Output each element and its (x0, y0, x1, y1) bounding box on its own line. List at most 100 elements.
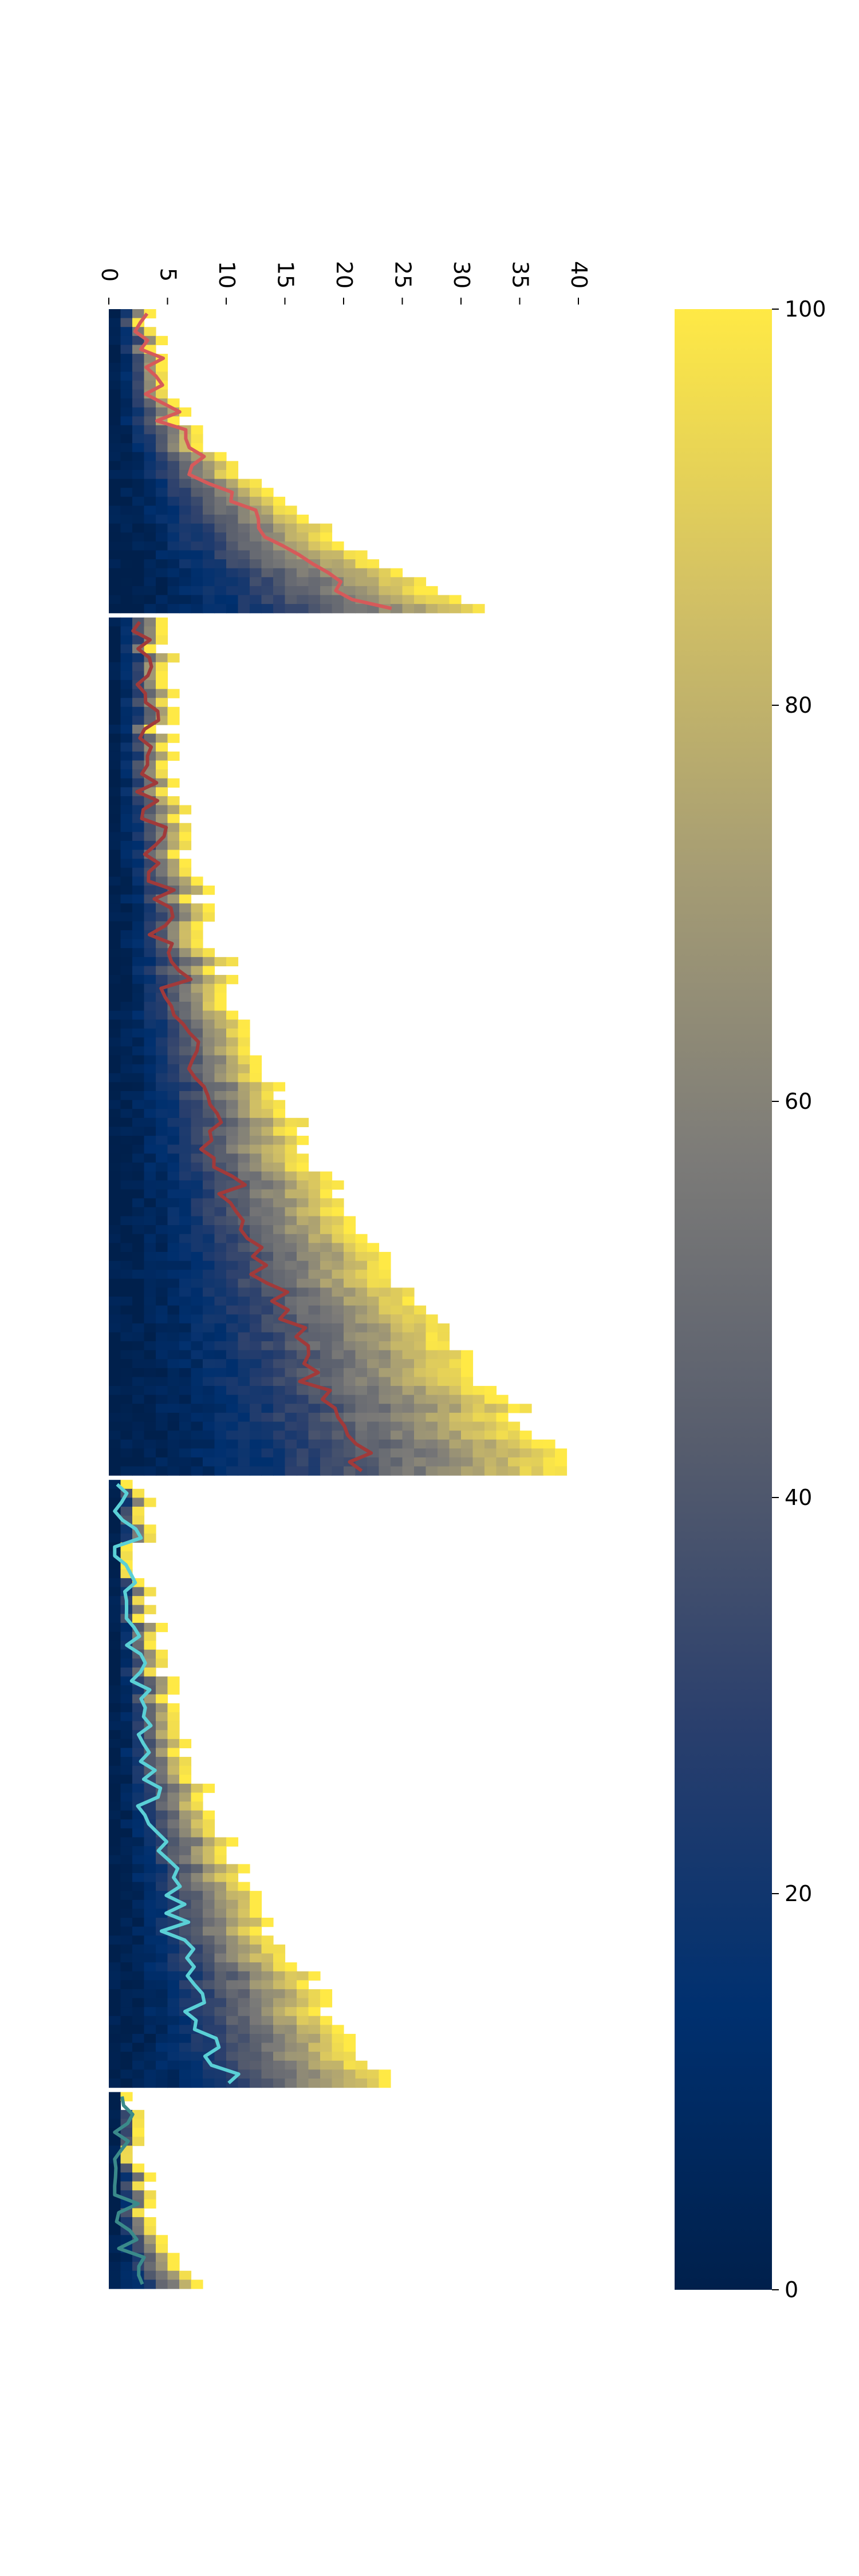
heatmap-cell (179, 1810, 192, 1820)
heatmap-cell (167, 1305, 180, 1315)
heatmap-cell (156, 1748, 168, 1757)
heatmap-cell (109, 1765, 121, 1775)
heatmap-cell (332, 1243, 344, 1253)
heatmap-cell (167, 2078, 180, 2088)
heatmap-cell (226, 1882, 239, 1891)
line-group-2 (131, 621, 373, 1472)
heatmap-cell (226, 604, 239, 614)
heatmap-cell (144, 966, 156, 975)
heatmap-cell (109, 309, 121, 319)
heatmap-cell (308, 541, 321, 551)
heatmap-cell (308, 1270, 321, 1279)
heatmap-cell (144, 1198, 156, 1208)
heatmap-cell (261, 515, 274, 524)
heatmap-cell (214, 541, 227, 551)
heatmap-cell (167, 2262, 180, 2271)
heatmap-cell (238, 1082, 250, 1092)
heatmap-cell (120, 1909, 133, 1918)
heatmap-cell (191, 1153, 203, 1163)
heatmap-cell (226, 1891, 239, 1901)
heatmap-cell (226, 1368, 239, 1378)
heatmap-cell (238, 1198, 250, 1208)
heatmap-cell (144, 496, 156, 506)
heatmap-cell (402, 1359, 415, 1369)
heatmap-cell (167, 452, 180, 461)
heatmap-cell (144, 885, 156, 895)
heatmap-cell (214, 1278, 227, 1288)
heatmap-cell (167, 1091, 180, 1101)
heatmap-cell (132, 635, 145, 645)
heatmap-cell (414, 577, 427, 587)
heatmap-cell (144, 2078, 156, 2088)
heatmap-cell (156, 1055, 168, 1065)
heatmap-cell (191, 912, 203, 922)
heatmap-cell (167, 805, 180, 815)
heatmap-cell (109, 1757, 121, 1767)
heatmap-cell (191, 595, 203, 605)
heatmap-cell (238, 1270, 250, 1279)
heatmap-cell (144, 2253, 156, 2262)
heatmap-cell (179, 1261, 192, 1270)
heatmap-cell (132, 380, 145, 390)
heatmap-cell (308, 532, 321, 542)
heatmap-cell (120, 1757, 133, 1767)
heatmap-cell (191, 1064, 203, 1074)
heatmap-cell (120, 1297, 133, 1306)
heatmap-cell (132, 2128, 145, 2138)
heatmap-cell (167, 1243, 180, 1253)
heatmap-cell (179, 604, 192, 614)
heatmap-cell (425, 586, 438, 596)
heatmap-cell (461, 1412, 474, 1423)
heatmap-cell (285, 568, 297, 578)
heatmap-cell (308, 586, 321, 596)
heatmap-cell (179, 515, 192, 524)
heatmap-cell (109, 380, 121, 390)
heatmap-cell (109, 461, 121, 471)
heatmap-cell (109, 1377, 121, 1386)
heatmap-cell (297, 1431, 309, 1440)
heatmap-cell (261, 604, 274, 614)
heatmap-cell (238, 1341, 250, 1351)
heatmap-cell (250, 1953, 262, 1963)
heatmap-cell (179, 1100, 192, 1109)
heatmap-cell (167, 1448, 180, 1458)
heatmap-cell (156, 1046, 168, 1056)
heatmap-cell (179, 1055, 192, 1065)
heatmap-cell (285, 1350, 297, 1360)
heatmap-cell (156, 1765, 168, 1775)
heatmap-cell (144, 832, 156, 841)
heatmap-cell (156, 443, 168, 453)
heatmap-cell (156, 577, 168, 587)
heatmap-cell (367, 1457, 380, 1467)
heatmap-cell (109, 2136, 121, 2146)
heatmap-cell (425, 595, 438, 605)
heatmap-cell (308, 1971, 321, 1981)
heatmap-cell (214, 1064, 227, 1074)
heatmap-cell (367, 1261, 380, 1270)
heatmap-cell (132, 2060, 145, 2070)
heatmap-cell (261, 1918, 274, 1927)
heatmap-cell (156, 1953, 168, 1963)
heatmap-cell (226, 1909, 239, 1918)
heatmap-cell (132, 416, 145, 426)
heatmap-cell (109, 595, 121, 605)
heatmap-cell (344, 1287, 356, 1297)
heatmap-cell (156, 1189, 168, 1199)
heatmap-cell (203, 1341, 215, 1351)
heatmap-cell (120, 1792, 133, 1802)
heatmap-cell (144, 1631, 156, 1641)
heatmap-cell (332, 1386, 344, 1396)
heatmap-cell (156, 568, 168, 578)
heatmap-cell (120, 425, 133, 435)
heatmap-cell (285, 1962, 297, 1972)
heatmap-cell (238, 568, 250, 578)
heatmap-cell (132, 1136, 145, 1145)
heatmap-cell (285, 1162, 297, 1172)
heatmap-cell (308, 1207, 321, 1217)
heatmap-cell (109, 568, 121, 578)
heatmap-cell (320, 541, 333, 551)
heatmap-cell (391, 1431, 403, 1440)
heatmap-cell (120, 1207, 133, 1217)
heatmap-cell (226, 541, 239, 551)
heatmap-cell (261, 1368, 274, 1378)
